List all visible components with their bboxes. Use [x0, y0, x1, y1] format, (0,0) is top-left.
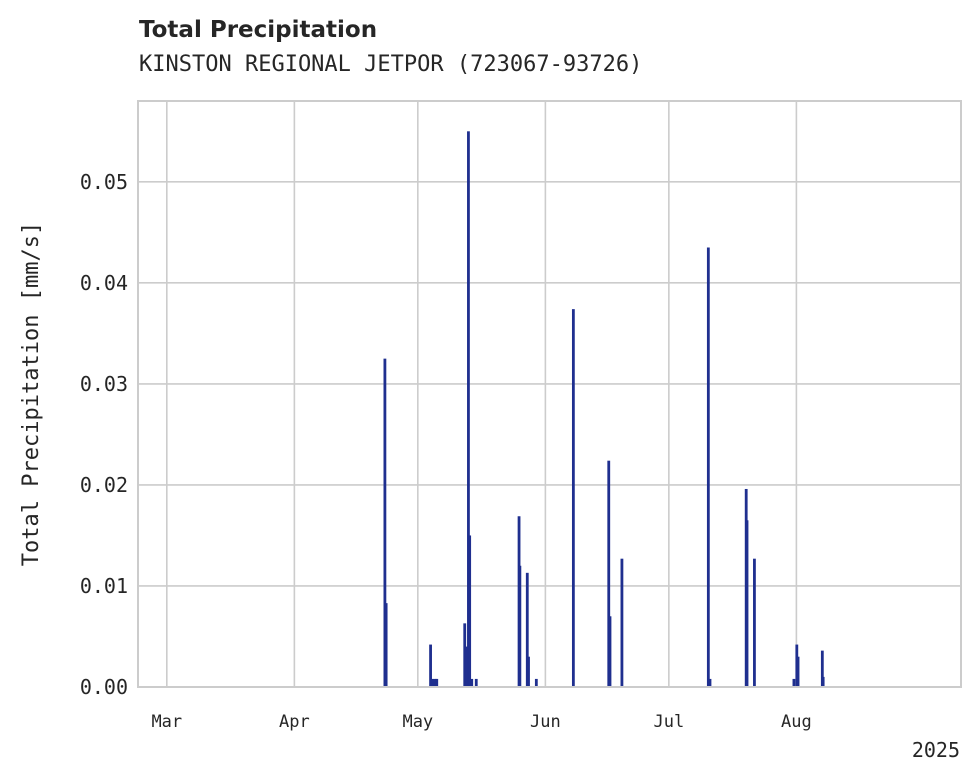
precipitation-bar — [384, 603, 388, 687]
precipitation-bar — [525, 572, 529, 687]
precipitation-bar — [465, 646, 469, 687]
precipitation-bar — [518, 565, 522, 687]
year-label: 2025 — [912, 738, 960, 762]
precipitation-bar — [820, 650, 824, 687]
precipitation-bar — [745, 520, 749, 687]
precipitation-bar — [796, 656, 800, 687]
x-axis-ticks: Mar Apr May Jun Jul Aug — [151, 712, 811, 732]
precipitation-bar — [429, 644, 432, 687]
precipitation-bar — [571, 309, 575, 687]
x-tick-label: Jun — [530, 712, 561, 732]
precipitation-bar — [383, 358, 387, 687]
precipitation-bar — [463, 623, 467, 687]
precipitation-bar — [435, 678, 439, 687]
y-tick-label: 0.01 — [80, 574, 128, 598]
y-tick-label: 0.05 — [80, 170, 128, 194]
precipitation-bar — [468, 535, 472, 687]
y-tick-label: 0.00 — [80, 675, 128, 699]
precipitation-bar — [753, 558, 756, 687]
chart-subtitle: KINSTON REGIONAL JETPOR (723067-93726) — [139, 52, 643, 77]
y-axis-ticks: 0.00 0.01 0.02 0.03 0.04 0.05 — [80, 170, 128, 699]
precipitation-bar — [607, 460, 611, 687]
y-tick-label: 0.02 — [80, 473, 128, 497]
precipitation-bar — [620, 558, 624, 687]
precipitation-bar — [527, 656, 530, 687]
x-tick-label: Mar — [151, 712, 182, 732]
chart-title: Total Precipitation — [139, 17, 378, 43]
y-tick-label: 0.03 — [80, 372, 128, 396]
precipitation-bar — [608, 616, 612, 687]
x-tick-label: Apr — [279, 712, 310, 732]
bar-series — [383, 131, 825, 687]
y-axis-label: Total Precipitation [mm/s] — [19, 222, 44, 566]
x-tick-label: Aug — [781, 712, 812, 732]
precipitation-bar — [433, 678, 437, 687]
grid-lines — [138, 101, 961, 688]
precipitation-bar — [467, 131, 470, 687]
precipitation-bar — [431, 678, 435, 687]
plot-frame — [137, 100, 962, 688]
precipitation-bar — [534, 678, 538, 687]
precipitation-bar — [708, 678, 712, 687]
x-tick-label: May — [402, 712, 433, 732]
precipitation-bar — [474, 678, 478, 687]
precipitation-bar — [470, 678, 474, 687]
precipitation-bar — [792, 678, 796, 687]
precipitation-bar — [706, 247, 710, 687]
x-tick-label: Jul — [653, 712, 684, 732]
y-tick-label: 0.04 — [80, 271, 128, 295]
precipitation-bar — [821, 676, 825, 687]
